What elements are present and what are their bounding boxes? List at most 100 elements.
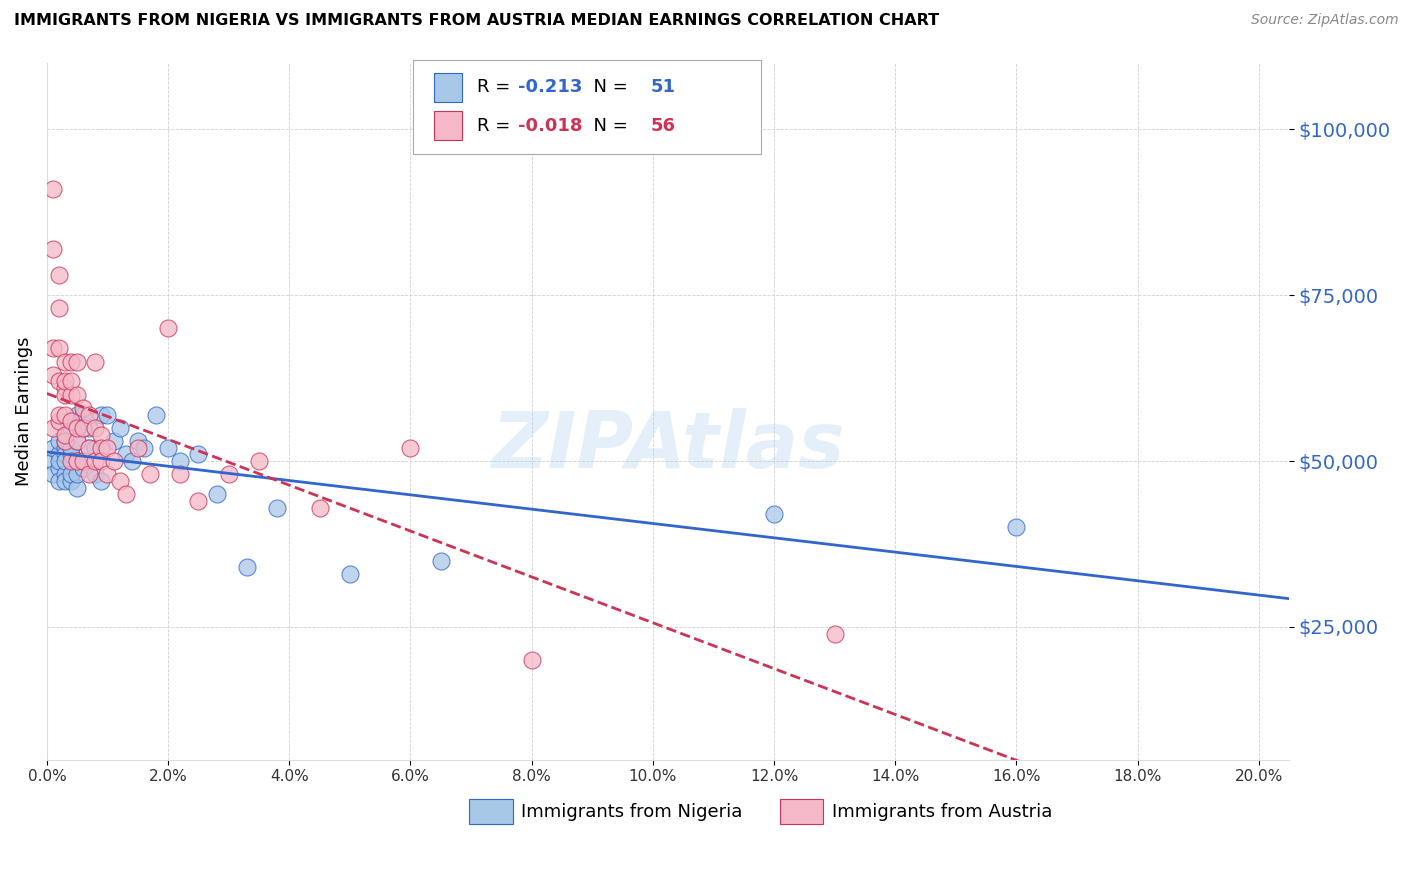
Bar	[434, 73, 461, 102]
Point	[60, 441, 83, 455]
Point	[79, 421, 101, 435]
Point	[308, 500, 330, 515]
Point	[139, 467, 162, 482]
Point	[72, 421, 94, 435]
Point	[48, 460, 70, 475]
Point	[66, 421, 89, 435]
Point	[763, 507, 786, 521]
Point	[60, 474, 83, 488]
Point	[53, 434, 76, 449]
Point	[60, 414, 83, 428]
Point	[42, 341, 65, 355]
Point	[48, 434, 70, 449]
Point	[108, 474, 131, 488]
Point	[48, 447, 70, 461]
Point	[145, 408, 167, 422]
Point	[187, 494, 209, 508]
Point	[42, 467, 65, 482]
Point	[108, 421, 131, 435]
Point	[53, 375, 76, 389]
Point	[48, 268, 70, 283]
Point	[60, 354, 83, 368]
Bar	[434, 112, 461, 140]
Text: 56: 56	[651, 117, 676, 135]
Point	[90, 474, 112, 488]
Point	[72, 401, 94, 415]
Point	[48, 454, 70, 468]
Point	[53, 427, 76, 442]
Point	[79, 441, 101, 455]
Point	[66, 434, 89, 449]
Point	[187, 447, 209, 461]
Point	[66, 454, 89, 468]
Point	[96, 408, 118, 422]
Text: R =: R =	[477, 78, 516, 96]
Point	[90, 427, 112, 442]
Point	[60, 454, 83, 468]
Point	[266, 500, 288, 515]
Point	[399, 441, 422, 455]
Point	[53, 381, 76, 395]
Point	[90, 441, 112, 455]
Text: R =: R =	[477, 117, 516, 135]
Text: -0.018: -0.018	[517, 117, 582, 135]
Y-axis label: Median Earnings: Median Earnings	[15, 336, 32, 486]
Point	[429, 553, 451, 567]
Point	[53, 454, 76, 468]
Point	[824, 626, 846, 640]
Point	[218, 467, 240, 482]
Point	[84, 421, 107, 435]
Point	[103, 434, 125, 449]
FancyBboxPatch shape	[413, 60, 761, 153]
Point	[60, 388, 83, 402]
Point	[48, 474, 70, 488]
Point	[79, 441, 101, 455]
Point	[247, 454, 270, 468]
Point	[103, 454, 125, 468]
Point	[96, 441, 118, 455]
Point	[48, 301, 70, 316]
Point	[66, 481, 89, 495]
Point	[72, 408, 94, 422]
Point	[132, 441, 155, 455]
Bar	[470, 799, 513, 824]
Point	[520, 653, 543, 667]
Text: Immigrants from Austria: Immigrants from Austria	[832, 803, 1052, 821]
Point	[72, 421, 94, 435]
Point	[66, 467, 89, 482]
Point	[53, 388, 76, 402]
Point	[53, 408, 76, 422]
Point	[127, 441, 149, 455]
Point	[84, 354, 107, 368]
Text: Source: ZipAtlas.com: Source: ZipAtlas.com	[1251, 13, 1399, 28]
Point	[339, 566, 361, 581]
Point	[96, 467, 118, 482]
Point	[66, 408, 89, 422]
Point	[90, 408, 112, 422]
Point	[66, 454, 89, 468]
Text: ZIPAtlas: ZIPAtlas	[491, 409, 845, 484]
Point	[79, 467, 101, 482]
Point	[127, 434, 149, 449]
Point	[42, 454, 65, 468]
Point	[66, 388, 89, 402]
Text: N =: N =	[582, 78, 634, 96]
Point	[169, 454, 191, 468]
Bar	[780, 799, 824, 824]
Point	[53, 447, 76, 461]
Text: Immigrants from Nigeria: Immigrants from Nigeria	[522, 803, 742, 821]
Point	[157, 441, 180, 455]
Point	[84, 467, 107, 482]
Point	[48, 341, 70, 355]
Point	[60, 421, 83, 435]
Point	[84, 441, 107, 455]
Point	[48, 414, 70, 428]
Point	[53, 354, 76, 368]
Point	[60, 375, 83, 389]
Point	[236, 560, 259, 574]
Point	[169, 467, 191, 482]
Point	[157, 321, 180, 335]
Point	[42, 368, 65, 382]
Point	[60, 447, 83, 461]
Point	[48, 375, 70, 389]
